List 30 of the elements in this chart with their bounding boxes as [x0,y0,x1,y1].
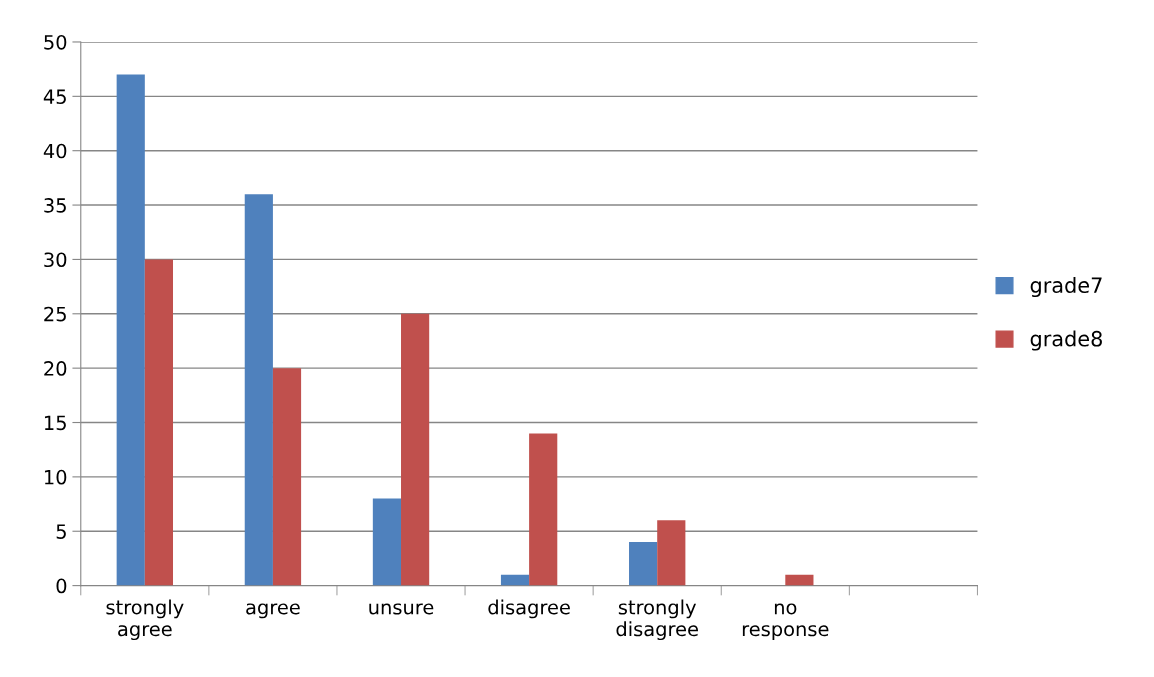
y-tick-label: 30 [44,252,67,268]
x-tick-label: strongly disagree [616,599,698,641]
y-tick-label: 45 [43,89,66,104]
x-tick-label: strongly agree [106,599,184,641]
bar [272,368,302,586]
y-tick-label: 10 [44,469,67,485]
bar [244,194,273,586]
bar [629,542,658,586]
bar [116,74,145,586]
y-tick-label: 15 [44,415,66,431]
bar [529,433,558,586]
x-tick-label: unsure [369,603,434,615]
y-tick-label: 35 [44,198,66,213]
bar [785,574,814,586]
legend-label: grade7 [1030,276,1102,298]
bar [372,498,402,586]
bar [144,259,174,586]
y-tick-label: 0 [56,578,67,594]
bar [401,313,430,586]
y-tick-label: 50 [44,34,67,50]
x-tick-label: disagree [488,599,570,619]
x-tick-label: agree [246,603,300,619]
legend-label: grade8 [1030,330,1102,351]
y-tick-label: 5 [56,524,66,539]
bar [657,520,686,586]
y-tick-label: 20 [44,361,67,376]
y-tick-label: 25 [44,306,66,322]
y-tick-label: 40 [43,143,67,159]
bar [500,574,530,586]
x-tick-label: no response [742,603,829,641]
